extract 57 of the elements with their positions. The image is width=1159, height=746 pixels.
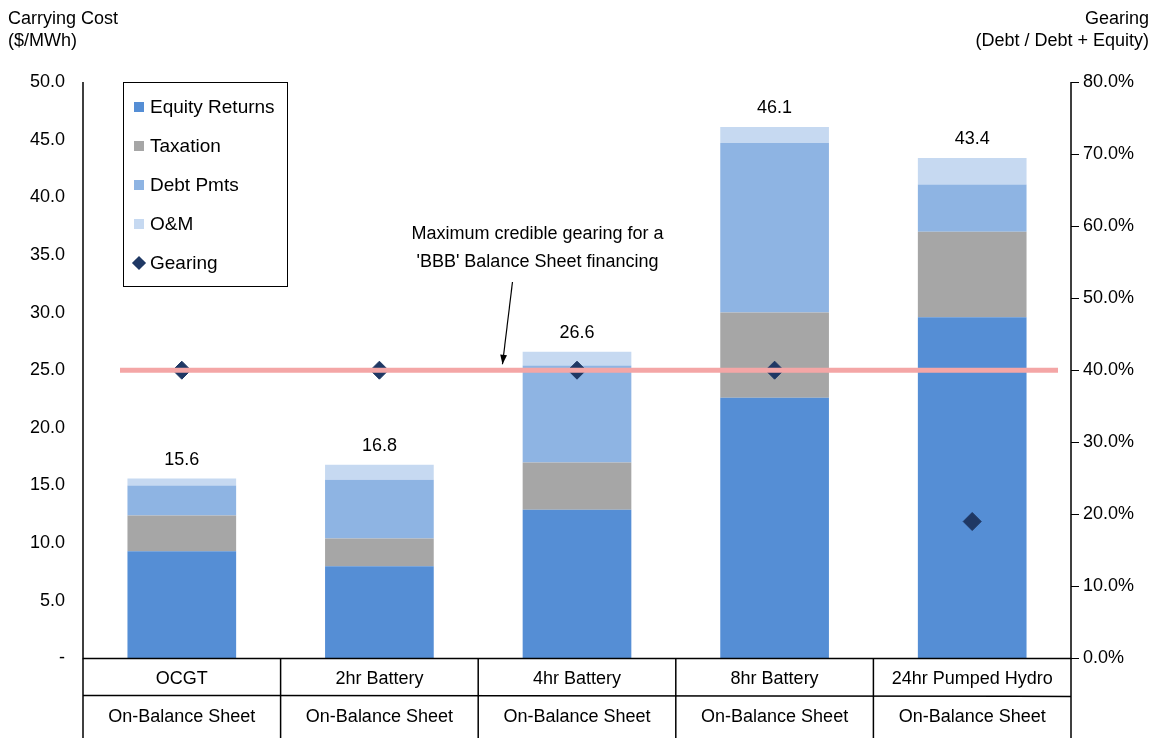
y-tick-label: 40.0	[29, 186, 65, 207]
x-tick-label: 24hr Pumped Hydro On-Balance Sheet	[891, 668, 1053, 727]
y2-tick-label: 20.0%	[1083, 503, 1135, 524]
bar	[127, 551, 237, 659]
bar	[325, 538, 434, 567]
bar	[325, 566, 434, 659]
total-label: 46.1	[757, 96, 793, 117]
total-label: 43.4	[954, 128, 990, 149]
bar	[522, 462, 632, 510]
bar	[325, 479, 434, 539]
x-tick-label: OCGT On-Balance Sheet	[108, 668, 256, 727]
legend-label: Debt Pmts	[150, 173, 239, 196]
legend-label: Gearing	[150, 251, 218, 274]
y2-tick-label: 50.0%	[1083, 287, 1135, 308]
y-tick-label: 45.0	[29, 128, 65, 149]
y-tick-label: 5.0	[39, 589, 65, 610]
y2-axis-title: Gearing (Debt / Debt + Equity)	[975, 7, 1149, 50]
y2-tick-label: 70.0%	[1083, 143, 1135, 164]
y-tick-label: 25.0	[29, 359, 65, 380]
ref-line-label: Maximum credible gearing for a 'BBB' Balance Sheet financing	[411, 222, 665, 271]
bar	[720, 312, 829, 398]
y-tick-label: 15.0	[29, 474, 65, 495]
x-tick-label: 4hr Battery On-Balance Sheet	[503, 668, 651, 727]
bar	[522, 365, 632, 463]
bar	[720, 143, 829, 313]
bar	[127, 485, 237, 516]
y2-tick-label: 0.0%	[1083, 647, 1125, 668]
bar	[720, 126, 829, 144]
y2-tick-label: 10.0%	[1083, 575, 1135, 596]
y-tick-label: 50.0	[29, 70, 65, 91]
bar	[720, 397, 829, 659]
bar	[917, 231, 1027, 318]
bar	[917, 158, 1027, 185]
total-label: 16.8	[361, 434, 397, 455]
total-label: 15.6	[164, 448, 200, 469]
bar	[522, 351, 632, 366]
x-tick-label: 8hr Battery On-Balance Sheet	[701, 668, 849, 727]
bar	[127, 515, 237, 552]
legend-label: Equity Returns	[150, 95, 275, 118]
y2-tick-label: 80.0%	[1083, 70, 1135, 91]
y-tick-label: 30.0	[29, 301, 65, 322]
y-tick-label: 20.0	[29, 416, 65, 437]
y-axis-title: Carrying Cost ($/MWh)	[8, 7, 119, 50]
legend-label: Taxation	[150, 134, 221, 157]
y-tick-label: 10.0	[29, 532, 65, 553]
bar	[917, 317, 1027, 659]
y-tick-label: -	[59, 647, 65, 668]
y2-tick-label: 40.0%	[1083, 359, 1135, 380]
y2-tick-label: 60.0%	[1083, 215, 1135, 236]
y2-tick-label: 30.0%	[1083, 431, 1135, 452]
legend-label: O&M	[150, 212, 194, 235]
total-label: 26.6	[559, 321, 595, 342]
bar	[325, 464, 434, 480]
x-tick-label: 2hr Battery On-Balance Sheet	[305, 668, 453, 727]
bar	[522, 509, 632, 659]
y-tick-label: 35.0	[29, 243, 65, 264]
bar	[917, 184, 1027, 232]
